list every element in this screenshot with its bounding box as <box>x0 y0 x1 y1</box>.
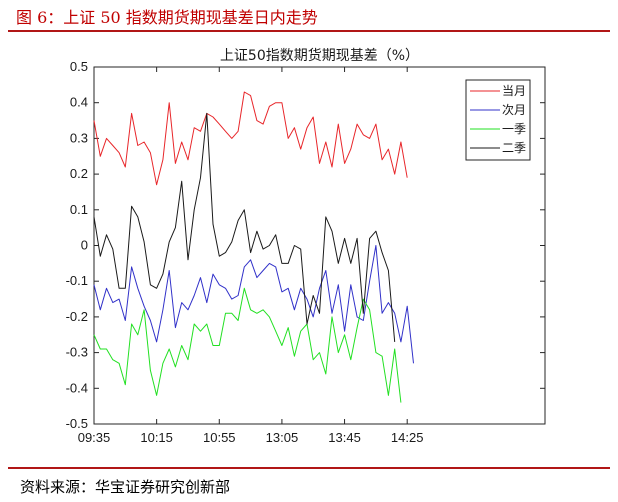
figure-title: 图 6：上证 50 指数期货期现基差日内走势 <box>16 8 318 27</box>
series-lines <box>93 91 414 403</box>
legend-label: 次月 <box>502 103 526 117</box>
y-tick-label: 0 <box>81 238 88 253</box>
series-line-3 <box>93 287 402 403</box>
series-line-4 <box>93 112 396 342</box>
y-tick-label: -0.5 <box>66 416 88 431</box>
y-tick-label: -0.1 <box>66 273 88 288</box>
y-tick-label: 0.4 <box>70 95 88 110</box>
x-tick-label: 10:55 <box>203 430 236 445</box>
y-tick-label: -0.4 <box>66 380 88 395</box>
x-axis: 09:35 10:15 10:55 13:05 13:45 14:25 <box>78 67 424 445</box>
x-tick-label: 13:05 <box>266 430 299 445</box>
x-tick-label: 14:25 <box>391 430 424 445</box>
legend-box <box>465 79 531 161</box>
x-tick-label: 10:15 <box>140 430 173 445</box>
source-note: 资料来源：华宝证券研究创新部 <box>20 478 231 496</box>
bottom-rule <box>8 467 610 469</box>
y-tick-label: 0.3 <box>70 130 88 145</box>
legend-label: 一季 <box>502 122 526 136</box>
legend-label: 二季 <box>502 141 526 155</box>
y-tick-label: 0.5 <box>70 59 88 74</box>
x-tick-label: 13:45 <box>328 430 361 445</box>
top-rule <box>8 30 610 32</box>
series-line-1 <box>93 91 408 186</box>
y-axis: -0.5 -0.4 -0.3 -0.2 -0.1 0 0.1 0.2 0.3 0.4 0.5 <box>66 59 545 431</box>
legend-label: 当月 <box>502 84 526 98</box>
series-line-2 <box>93 245 414 364</box>
y-tick-label: -0.3 <box>66 345 88 360</box>
y-tick-label: 0.1 <box>70 202 88 217</box>
y-tick-label: -0.2 <box>66 309 88 324</box>
x-tick-label: 09:35 <box>78 430 111 445</box>
chart-title: 上证50指数期货期现基差（%） <box>220 47 419 64</box>
y-tick-label: 0.2 <box>70 166 88 181</box>
